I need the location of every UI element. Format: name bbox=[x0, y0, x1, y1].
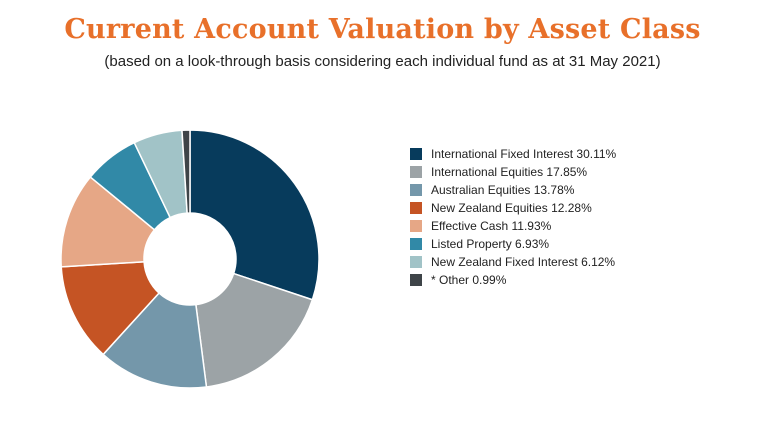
legend-swatch bbox=[410, 274, 422, 286]
legend-item-1: International Fixed Interest 30.11% bbox=[410, 145, 750, 163]
donut-slice-8 bbox=[181, 129, 191, 214]
legend-label: International Equities 17.85% bbox=[431, 165, 588, 179]
legend-swatch bbox=[410, 166, 422, 178]
legend-item-7: New Zealand Fixed Interest 6.12% bbox=[410, 253, 750, 271]
legend-label: International Fixed Interest 30.11% bbox=[431, 147, 617, 161]
legend-item-5: Effective Cash 11.93% bbox=[410, 217, 750, 235]
legend-item-2: International Equities 17.85% bbox=[410, 163, 750, 181]
legend-swatch bbox=[410, 256, 422, 268]
legend-label: New Zealand Equities 12.28% bbox=[431, 201, 592, 215]
legend-swatch bbox=[410, 148, 422, 160]
legend-label: New Zealand Fixed Interest 6.12% bbox=[431, 255, 616, 269]
legend-swatch bbox=[410, 184, 422, 196]
legend-item-8: * Other 0.99% bbox=[410, 271, 750, 289]
legend-item-4: New Zealand Equities 12.28% bbox=[410, 199, 750, 217]
legend-label: Effective Cash 11.93% bbox=[431, 219, 552, 233]
legend-swatch bbox=[410, 238, 422, 250]
chart-subtitle: (based on a look-through basis consideri… bbox=[104, 53, 661, 70]
chart-legend: International Fixed Interest 30.11% Inter… bbox=[410, 145, 750, 289]
legend-swatch bbox=[410, 202, 422, 214]
legend-label: * Other 0.99% bbox=[431, 273, 507, 287]
legend-swatch bbox=[410, 220, 422, 232]
legend-item-3: Australian Equities 13.78% bbox=[410, 181, 750, 199]
legend-label: Australian Equities 13.78% bbox=[431, 183, 575, 197]
donut-slice-2 bbox=[195, 272, 314, 388]
legend-item-6: Listed Property 6.93% bbox=[410, 235, 750, 253]
donut-slice-1 bbox=[189, 129, 320, 301]
legend-label: Listed Property 6.93% bbox=[431, 237, 550, 251]
chart-title: Current Account Valuation by Asset Class bbox=[64, 14, 701, 45]
